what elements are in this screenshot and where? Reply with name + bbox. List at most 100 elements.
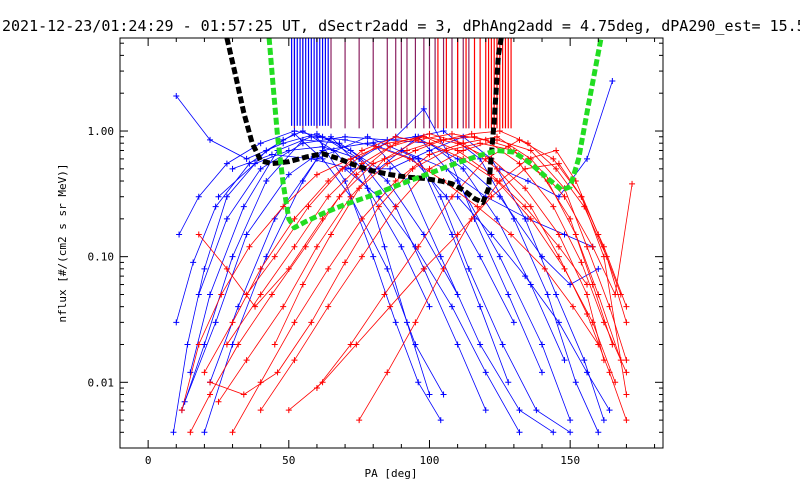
blue-data-point	[223, 215, 230, 222]
red-data-point	[488, 193, 495, 200]
blue-data-point	[595, 429, 602, 436]
red-data-point	[240, 391, 247, 398]
red-data-point	[412, 147, 419, 154]
red-data-point	[623, 303, 630, 310]
blue-data-point	[184, 341, 191, 348]
blue-data-point	[201, 265, 208, 272]
red-data-point	[505, 143, 512, 150]
axes: 0 50 100 150 0.01 0.10 1.00	[88, 38, 663, 467]
red-series-line	[209, 142, 622, 395]
red-data-point	[305, 203, 312, 210]
blue-data-point	[581, 357, 588, 364]
red-data-point	[291, 357, 298, 364]
red-data-point	[381, 291, 388, 298]
blue-data-point	[170, 429, 177, 436]
red-data-point	[229, 319, 236, 326]
blue-data-point	[299, 140, 306, 147]
blue-data-point	[539, 253, 546, 260]
red-data-point	[522, 185, 529, 192]
blue-data-point	[243, 231, 250, 238]
red-data-point	[195, 341, 202, 348]
red-data-point	[358, 147, 365, 154]
y-tick-label: 0.10	[88, 251, 115, 264]
red-data-point	[387, 303, 394, 310]
red-data-point	[319, 379, 326, 386]
red-data-point	[527, 215, 534, 222]
blue-data-point	[328, 133, 335, 140]
red-data-point	[623, 319, 630, 326]
red-data-point	[471, 133, 478, 140]
blue-series-line	[344, 168, 520, 433]
red-data-point	[313, 243, 320, 250]
blue-data-point	[201, 341, 208, 348]
red-data-point	[375, 203, 382, 210]
blue-data-point	[195, 193, 202, 200]
red-data-point	[325, 178, 332, 185]
red-data-point	[291, 215, 298, 222]
blue-data-point	[460, 133, 467, 140]
blue-data-point	[415, 155, 422, 162]
red-data-point	[555, 243, 562, 250]
blue-data-point	[420, 105, 427, 112]
red-data-point	[280, 303, 287, 310]
red-data-point	[420, 265, 427, 272]
blue-data-point	[392, 319, 399, 326]
blue-data-point	[505, 379, 512, 386]
red-data-point	[606, 369, 613, 376]
red-data-point	[392, 203, 399, 210]
red-data-point	[271, 253, 278, 260]
x-tick-label: 0	[145, 454, 152, 467]
blue-data-point	[454, 178, 461, 185]
blue-series-line	[401, 150, 593, 248]
red-data-point	[392, 178, 399, 185]
red-data-point	[243, 357, 250, 364]
red-data-point	[215, 398, 222, 405]
blue-data-point	[477, 303, 484, 310]
red-data-point	[477, 140, 484, 147]
blue-data-point	[606, 407, 613, 414]
blue-data-point	[572, 379, 579, 386]
red-data-point	[257, 291, 264, 298]
red-data-point	[370, 160, 377, 167]
blue-data-point	[539, 369, 546, 376]
red-data-point	[308, 319, 315, 326]
blue-data-point	[308, 133, 315, 140]
blue-data-point	[415, 379, 422, 386]
red-data-point	[353, 341, 360, 348]
red-data-point	[207, 391, 214, 398]
red-data-point	[187, 429, 194, 436]
red-data-point	[325, 265, 332, 272]
red-data-point	[291, 243, 298, 250]
blue-data-point	[190, 259, 197, 266]
blue-data-point	[440, 391, 447, 398]
red-data-point	[285, 265, 292, 272]
red-data-point	[347, 193, 354, 200]
blue-data-point	[443, 193, 450, 200]
blue-series-line	[316, 136, 442, 421]
red-data-point	[496, 178, 503, 185]
blue-data-point	[494, 215, 501, 222]
red-data-point	[257, 407, 264, 414]
blue-data-point	[257, 140, 264, 147]
red-data-point	[426, 151, 433, 158]
blue-data-point	[505, 291, 512, 298]
blue-data-point	[539, 341, 546, 348]
red-data-point	[235, 341, 242, 348]
blue-data-point	[364, 133, 371, 140]
red-data-point	[617, 291, 624, 298]
red-data-point	[268, 291, 275, 298]
red-data-point	[358, 215, 365, 222]
red-data-point	[426, 130, 433, 137]
blue-data-point	[342, 133, 349, 140]
blue-data-point	[268, 151, 275, 158]
red-data-point	[448, 193, 455, 200]
red-data-point	[358, 253, 365, 260]
red-series-line	[226, 133, 627, 421]
red-data-point	[353, 171, 360, 178]
blue-data-point	[454, 155, 461, 162]
blue-data-point	[263, 253, 270, 260]
blue-data-point	[223, 193, 230, 200]
red-data-point	[313, 385, 320, 392]
red-data-point	[415, 243, 422, 250]
